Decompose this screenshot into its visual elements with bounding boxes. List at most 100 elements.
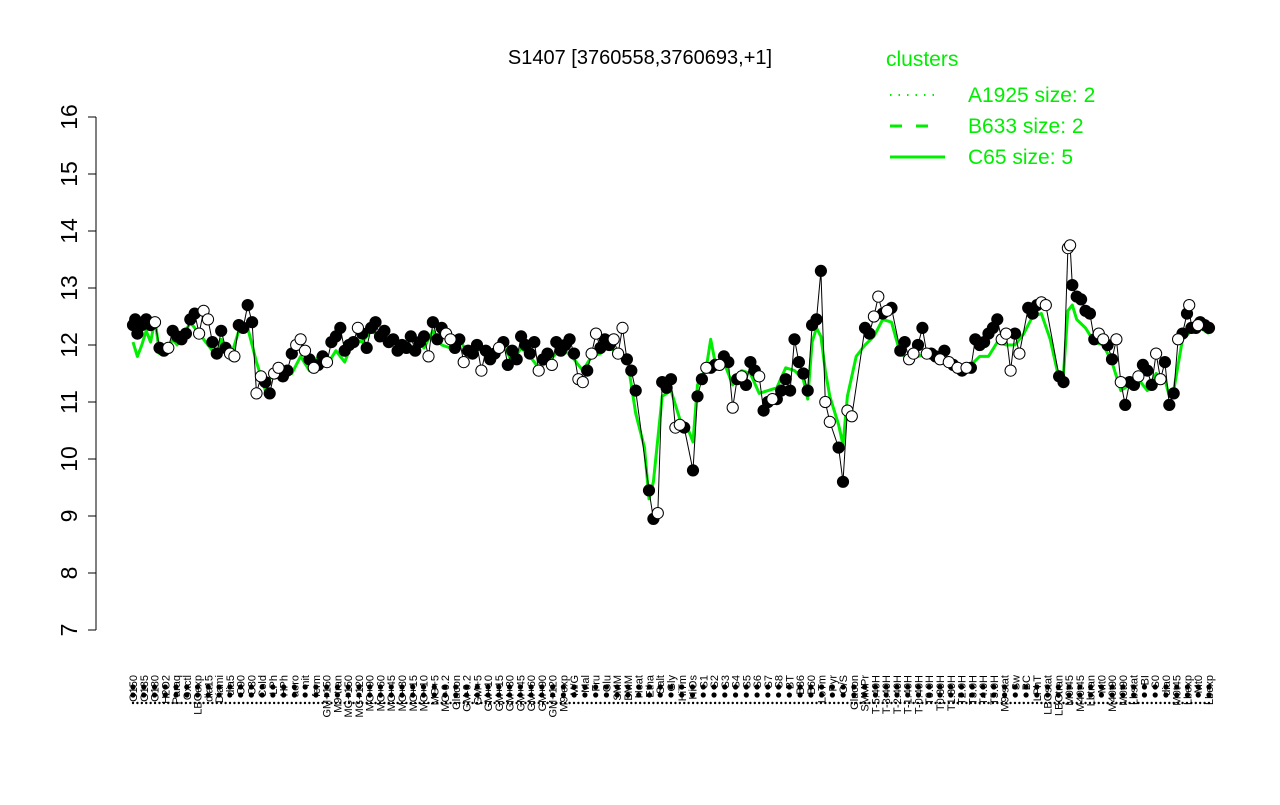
x-sample-dot bbox=[749, 701, 752, 705]
data-point-open bbox=[867, 310, 881, 323]
x-tick-label: G180 bbox=[150, 675, 162, 702]
x-sample-marker bbox=[894, 692, 900, 698]
x-sample-marker bbox=[474, 684, 480, 690]
x-sample-marker bbox=[883, 684, 889, 690]
x-sample-dot bbox=[806, 701, 809, 705]
x-sample-marker bbox=[840, 684, 846, 690]
data-point-filled bbox=[792, 356, 806, 369]
x-sample-dot bbox=[1146, 701, 1149, 705]
data-point-filled bbox=[334, 321, 347, 334]
x-sample-dot bbox=[885, 701, 889, 705]
x-sample-marker bbox=[948, 684, 954, 690]
x-sample-dot bbox=[982, 701, 986, 705]
x-sample-marker bbox=[679, 692, 685, 698]
data-point-open bbox=[351, 321, 364, 334]
x-sample-dot bbox=[1137, 701, 1140, 705]
x-sample-marker bbox=[539, 692, 545, 698]
x-tick-label: T2.0H bbox=[957, 675, 969, 705]
data-point-open bbox=[228, 350, 241, 363]
data-point-open bbox=[960, 361, 973, 374]
x-sample-dot bbox=[378, 701, 382, 705]
x-tick-label: MG+90 bbox=[365, 675, 377, 711]
x-tick-label: G135 bbox=[139, 675, 151, 702]
x-sample-marker bbox=[1163, 692, 1169, 698]
x-sample-dot bbox=[753, 701, 756, 705]
x-sample-dot bbox=[1181, 701, 1184, 705]
x-tick-label: HiTm bbox=[677, 675, 689, 701]
x-sample-dot bbox=[484, 701, 487, 705]
x-sample-dot bbox=[180, 701, 183, 705]
x-sample-marker bbox=[700, 692, 706, 698]
x-tick-label: Paraq bbox=[171, 675, 183, 704]
x-sample-dot bbox=[890, 701, 893, 705]
data-point-filled bbox=[1057, 376, 1070, 389]
x-sample-dot bbox=[731, 701, 734, 705]
x-sample-marker bbox=[173, 692, 179, 698]
x-sample-dot bbox=[837, 701, 840, 705]
data-point-filled bbox=[916, 321, 929, 334]
data-point-open bbox=[545, 358, 559, 371]
x-sample-dot bbox=[471, 701, 474, 705]
data-point-filled bbox=[501, 358, 514, 371]
data-point-filled bbox=[431, 333, 444, 346]
x-sample-dot bbox=[369, 701, 373, 705]
x-sample-dot bbox=[290, 701, 293, 705]
x-sample-marker bbox=[442, 692, 448, 698]
x-sample-marker bbox=[1066, 684, 1072, 690]
data-point-filled bbox=[797, 367, 810, 380]
x-sample-marker bbox=[711, 684, 717, 690]
x-sample-dot bbox=[197, 701, 201, 705]
x-sample-dot bbox=[727, 701, 730, 705]
x-sample-dot bbox=[762, 701, 765, 705]
x-sample-marker bbox=[743, 692, 749, 698]
x-sample-marker bbox=[238, 684, 244, 690]
x-sample-dot bbox=[577, 701, 580, 705]
data-point-filled bbox=[788, 333, 801, 346]
data-point-filled bbox=[263, 387, 276, 400]
x-sample-dot bbox=[330, 701, 333, 705]
data-point-filled bbox=[246, 316, 259, 329]
data-point-filled bbox=[1066, 279, 1079, 292]
x-tick-label: M0t45 bbox=[1064, 675, 1076, 706]
x-sample-marker bbox=[205, 684, 211, 690]
data-point-open bbox=[1183, 299, 1196, 312]
x-tick-label: GM+120 bbox=[548, 675, 560, 718]
x-tick-label: Diami bbox=[214, 675, 226, 703]
x-tick-label: S0 bbox=[1150, 675, 1162, 688]
data-point-filled bbox=[664, 373, 678, 386]
data-point-filled bbox=[404, 330, 417, 343]
x-sample-dot bbox=[339, 701, 342, 705]
x-sample-dot bbox=[361, 701, 364, 705]
data-point-open bbox=[700, 361, 713, 374]
data-point-filled bbox=[378, 324, 391, 337]
x-sample-marker bbox=[324, 684, 330, 690]
x-sample-marker bbox=[517, 692, 523, 698]
x-sample-dot bbox=[780, 701, 783, 705]
x-sample-marker bbox=[1141, 692, 1148, 698]
x-tick-label: B36 bbox=[795, 675, 807, 695]
x-sample-dot bbox=[537, 701, 540, 705]
data-point-open bbox=[823, 415, 836, 428]
x-sample-marker bbox=[399, 684, 405, 690]
x-tick-label: LBGstat bbox=[1043, 675, 1055, 715]
x-sample-marker bbox=[420, 692, 427, 698]
x-sample-dot bbox=[1000, 701, 1003, 705]
data-point-open bbox=[422, 350, 435, 363]
x-sample-marker bbox=[905, 684, 911, 690]
x-sample-marker bbox=[216, 692, 222, 698]
x-sample-dot bbox=[872, 701, 876, 705]
x-sample-dot bbox=[1194, 701, 1197, 705]
x-sample-marker bbox=[636, 684, 642, 690]
data-point-open bbox=[735, 370, 748, 383]
x-sample-marker bbox=[1055, 684, 1061, 690]
x-tick-label: HPh bbox=[279, 675, 291, 696]
x-sample-dot bbox=[237, 701, 241, 705]
x-sample-dot bbox=[921, 701, 924, 705]
x-sample-dot bbox=[665, 701, 668, 705]
x-sample-dot bbox=[868, 701, 871, 705]
x-sample-marker bbox=[614, 684, 620, 690]
x-sample-marker bbox=[560, 692, 567, 698]
x-sample-marker bbox=[926, 684, 932, 690]
x-sample-marker bbox=[130, 684, 136, 690]
x-sample-marker bbox=[700, 684, 706, 690]
